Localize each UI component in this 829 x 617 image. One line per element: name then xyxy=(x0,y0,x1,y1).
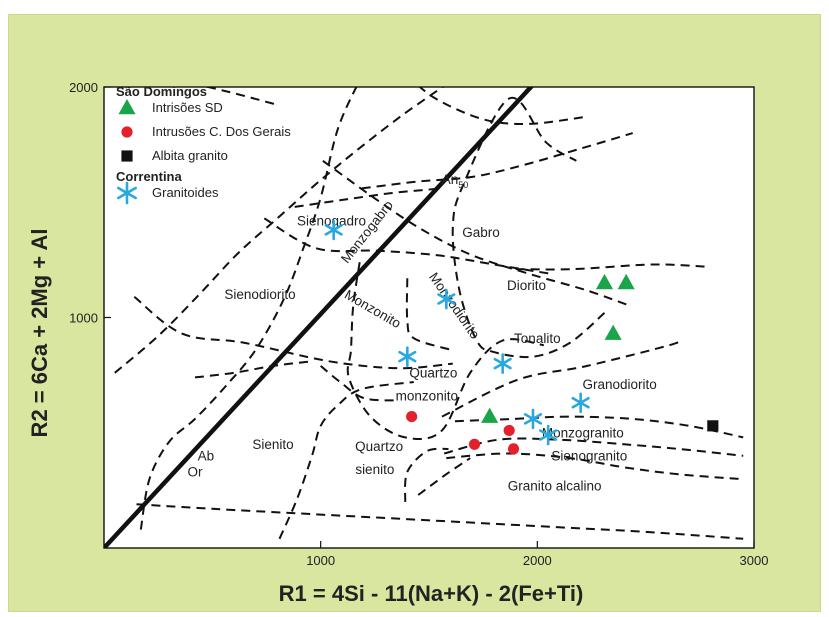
legend-heading: Correntina xyxy=(116,169,183,184)
field-label: Sienito xyxy=(252,437,293,452)
reference-line-group xyxy=(104,87,534,548)
field-boundary xyxy=(515,263,709,271)
point-asterisk xyxy=(324,219,343,241)
field-boundary xyxy=(346,262,544,441)
field-boundary xyxy=(361,132,633,190)
an50-label: An50 xyxy=(442,172,469,190)
field-boundary xyxy=(263,217,551,275)
field-label: Granodiorito xyxy=(583,377,657,392)
field-boundary xyxy=(441,339,680,418)
field-boundary xyxy=(454,415,744,439)
field-label: Tonalito xyxy=(514,331,561,346)
legend-heading: São Domingos xyxy=(116,84,207,99)
y-axis-title: R2 = 6Ca + 2Mg + Al xyxy=(27,229,52,438)
point-asterisk xyxy=(398,346,417,367)
field-boundary xyxy=(405,278,452,351)
data-points xyxy=(324,219,719,455)
field-label: Granito alcalino xyxy=(508,478,602,493)
ab-or-reference-line xyxy=(104,87,534,548)
point-asterisk xyxy=(571,392,590,414)
field-boundary xyxy=(443,437,744,457)
field-label: Ab xyxy=(198,448,215,463)
point-asterisk xyxy=(523,408,543,430)
point-square xyxy=(707,420,719,432)
field-boundary xyxy=(322,159,631,307)
field-label: Sienodiorito xyxy=(224,287,295,302)
point-asterisk xyxy=(493,353,512,374)
field-label: Quartzo xyxy=(409,365,457,380)
field-boundary xyxy=(194,360,313,379)
x-axis-title: R1 = 4Si - 11(Na+K) - 2(Fe+Ti) xyxy=(279,581,584,606)
legend-entry-label: Albita granito xyxy=(152,148,228,163)
point-triangle xyxy=(481,407,499,423)
legend-marker-triangle xyxy=(118,99,136,115)
field-boundary xyxy=(417,457,471,496)
field-boundary xyxy=(451,96,606,359)
field-boundary xyxy=(446,452,739,480)
legend-marker-asterisk xyxy=(117,181,137,205)
an50-main: An xyxy=(442,172,459,187)
y-tick-label: 2000 xyxy=(69,80,98,95)
point-asterisk xyxy=(437,288,456,310)
point-circle xyxy=(503,424,515,437)
field-boundary xyxy=(203,87,280,107)
legend-marker-circle xyxy=(121,126,133,138)
field-label: Quartzo xyxy=(355,439,403,454)
field-boundary xyxy=(404,447,449,502)
legend-marker-square xyxy=(121,150,133,162)
legend-entry-label: Intrisões SD xyxy=(152,100,223,115)
field-boundary xyxy=(294,187,443,208)
point-circle xyxy=(507,443,520,455)
x-tick-label: 1000 xyxy=(306,553,335,568)
field-label: Sienogranito xyxy=(551,448,627,463)
field-label: Gabro xyxy=(462,225,500,240)
field-label: Sienogadro xyxy=(297,213,366,228)
field-boundary xyxy=(136,503,744,540)
legend-entry-label: Granitoides xyxy=(152,185,219,200)
axis-ticks: 1000 2000 3000 1000 2000 xyxy=(69,80,768,568)
y-tick-label: 1000 xyxy=(69,311,98,326)
legend-entry-label: Intrusões C. Dos Gerais xyxy=(152,124,291,139)
point-triangle xyxy=(617,273,635,290)
field-label: sienito xyxy=(355,462,394,477)
field-label: monzonito xyxy=(396,388,458,403)
x-tick-label: 2000 xyxy=(523,553,552,568)
point-circle xyxy=(406,411,418,423)
point-circle xyxy=(468,438,481,450)
field-boundary xyxy=(418,87,586,125)
field-label: Monzogranito xyxy=(542,425,624,440)
field-label: Diorito xyxy=(507,278,546,293)
point-asterisk xyxy=(539,424,558,446)
an50-sub: 50 xyxy=(458,180,468,190)
point-triangle xyxy=(595,273,614,290)
point-triangle xyxy=(604,324,622,340)
x-tick-label: 3000 xyxy=(740,553,769,568)
field-label: Or xyxy=(188,465,204,480)
field-boundary xyxy=(278,381,414,540)
